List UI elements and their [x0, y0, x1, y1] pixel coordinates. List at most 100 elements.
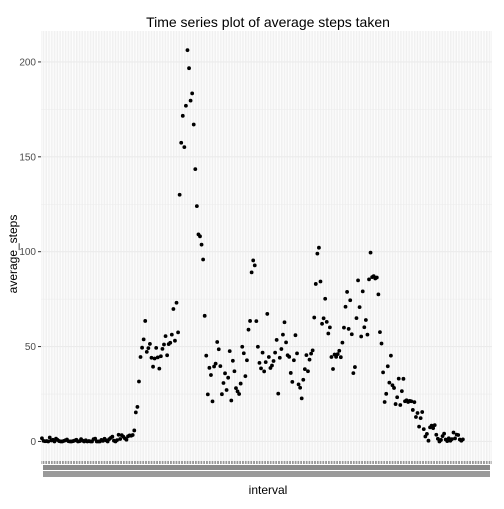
data-point — [307, 357, 312, 362]
data-point — [155, 355, 160, 360]
data-point — [207, 365, 212, 370]
data-point — [442, 431, 447, 436]
data-point — [146, 346, 151, 350]
data-point — [249, 270, 254, 275]
data-point — [351, 371, 356, 376]
data-point — [365, 332, 370, 337]
data-point — [301, 377, 306, 382]
data-point — [359, 334, 364, 339]
data-point — [251, 258, 256, 263]
data-point — [418, 416, 423, 421]
data-point — [237, 392, 242, 396]
data-point — [116, 432, 121, 437]
data-point — [154, 346, 159, 350]
data-point — [431, 426, 436, 431]
data-point — [393, 402, 398, 406]
data-point — [304, 353, 309, 358]
data-point — [202, 313, 207, 318]
data-point — [110, 434, 115, 439]
data-point — [176, 330, 180, 335]
data-point — [47, 435, 52, 440]
data-point — [184, 103, 188, 108]
data-point — [118, 437, 123, 441]
data-point — [263, 360, 268, 365]
data-point — [266, 355, 271, 359]
data-point — [215, 340, 220, 344]
data-point — [276, 391, 281, 396]
x-tick-label-band — [43, 471, 490, 477]
data-point — [162, 342, 166, 347]
data-point — [439, 438, 443, 442]
data-point — [357, 305, 362, 309]
data-point — [52, 439, 57, 444]
data-point — [163, 334, 168, 339]
data-point — [456, 433, 461, 437]
data-point — [299, 396, 304, 401]
gridlines — [41, 31, 492, 461]
data-point — [288, 371, 293, 375]
data-point — [221, 381, 226, 385]
data-point — [135, 405, 140, 409]
data-point — [360, 289, 365, 294]
data-point — [273, 350, 278, 355]
data-point — [450, 437, 454, 442]
data-point — [185, 48, 190, 53]
data-point — [315, 251, 320, 256]
data-point — [420, 410, 425, 414]
data-point — [317, 245, 321, 250]
y-tick-label: 50 — [25, 342, 37, 353]
data-point — [425, 431, 429, 436]
data-point — [381, 370, 385, 375]
data-point — [223, 371, 227, 376]
data-point — [259, 366, 263, 371]
data-point — [379, 341, 384, 346]
data-point — [262, 369, 267, 374]
data-point — [210, 399, 215, 404]
data-point — [265, 312, 270, 316]
panel-background — [41, 31, 492, 461]
data-point — [252, 263, 257, 268]
data-point — [220, 392, 224, 397]
data-point — [410, 408, 415, 412]
data-point — [255, 344, 260, 349]
data-point — [205, 392, 210, 397]
data-point — [140, 345, 144, 350]
data-point — [204, 353, 209, 358]
data-point — [169, 332, 174, 337]
data-point — [451, 430, 456, 435]
data-point — [409, 399, 414, 404]
data-point — [432, 423, 437, 428]
data-point — [177, 192, 182, 197]
data-point — [254, 319, 259, 324]
data-point — [346, 327, 351, 331]
chart-title: Time series plot of average steps taken — [146, 14, 390, 30]
data-point — [279, 347, 284, 351]
data-point — [414, 415, 418, 419]
data-point — [243, 374, 248, 379]
data-point — [421, 427, 426, 432]
data-point — [277, 355, 282, 360]
data-point — [356, 278, 360, 283]
data-point — [212, 364, 216, 369]
data-point — [293, 333, 298, 338]
data-point — [149, 355, 154, 360]
data-point — [168, 340, 173, 345]
data-point — [191, 122, 196, 127]
data-point — [234, 386, 238, 391]
data-point — [271, 359, 276, 363]
data-point — [229, 398, 234, 403]
data-point — [248, 319, 252, 323]
y-axis-ticks: 0 50 100 150 200 — [19, 57, 41, 448]
data-point — [144, 349, 149, 354]
data-point — [137, 379, 141, 384]
data-point — [190, 91, 195, 96]
data-point — [151, 364, 155, 369]
data-point — [387, 380, 392, 385]
data-point — [226, 375, 231, 380]
data-point — [401, 376, 406, 381]
data-point — [434, 432, 439, 437]
data-point — [415, 411, 420, 415]
data-point — [257, 360, 262, 365]
